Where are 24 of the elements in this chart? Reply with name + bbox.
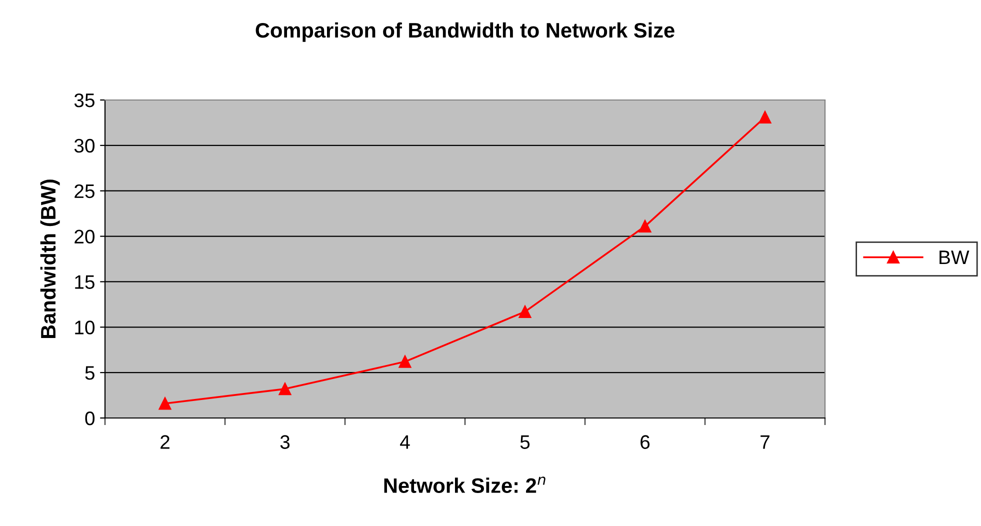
x-tick-label: 5 <box>520 435 530 449</box>
x-axis-title: Network Size: 2$^{n}$ <box>384 476 546 493</box>
chart-title: Comparison of Bandwidth to Network Size <box>256 22 674 42</box>
y-tick-label: 10 <box>75 320 95 334</box>
y-tick-label: 15 <box>75 275 94 289</box>
y-axis-title: Bandwidth (BW) <box>40 180 60 338</box>
point <box>158 397 172 410</box>
y-tick-label: 30 <box>74 138 95 153</box>
point <box>518 305 532 318</box>
point <box>278 382 292 396</box>
x-tick-label: 7 <box>760 435 770 449</box>
x-tick-label: 6 <box>640 435 650 449</box>
point <box>398 355 412 368</box>
y-tick-label: 20 <box>74 230 95 244</box>
point <box>758 111 772 124</box>
legend-label: BW <box>940 250 970 264</box>
point <box>638 220 652 233</box>
x-tick-label: 2 <box>160 435 170 449</box>
y-tick-label: 5 <box>85 366 94 380</box>
y-tick-label: 35 <box>74 93 94 108</box>
y-tick-label: 25 <box>74 184 94 198</box>
x-tick-label: 4 <box>400 435 410 449</box>
x-tick-label: 3 <box>280 435 290 449</box>
y-tick-label: 0 <box>85 411 95 426</box>
